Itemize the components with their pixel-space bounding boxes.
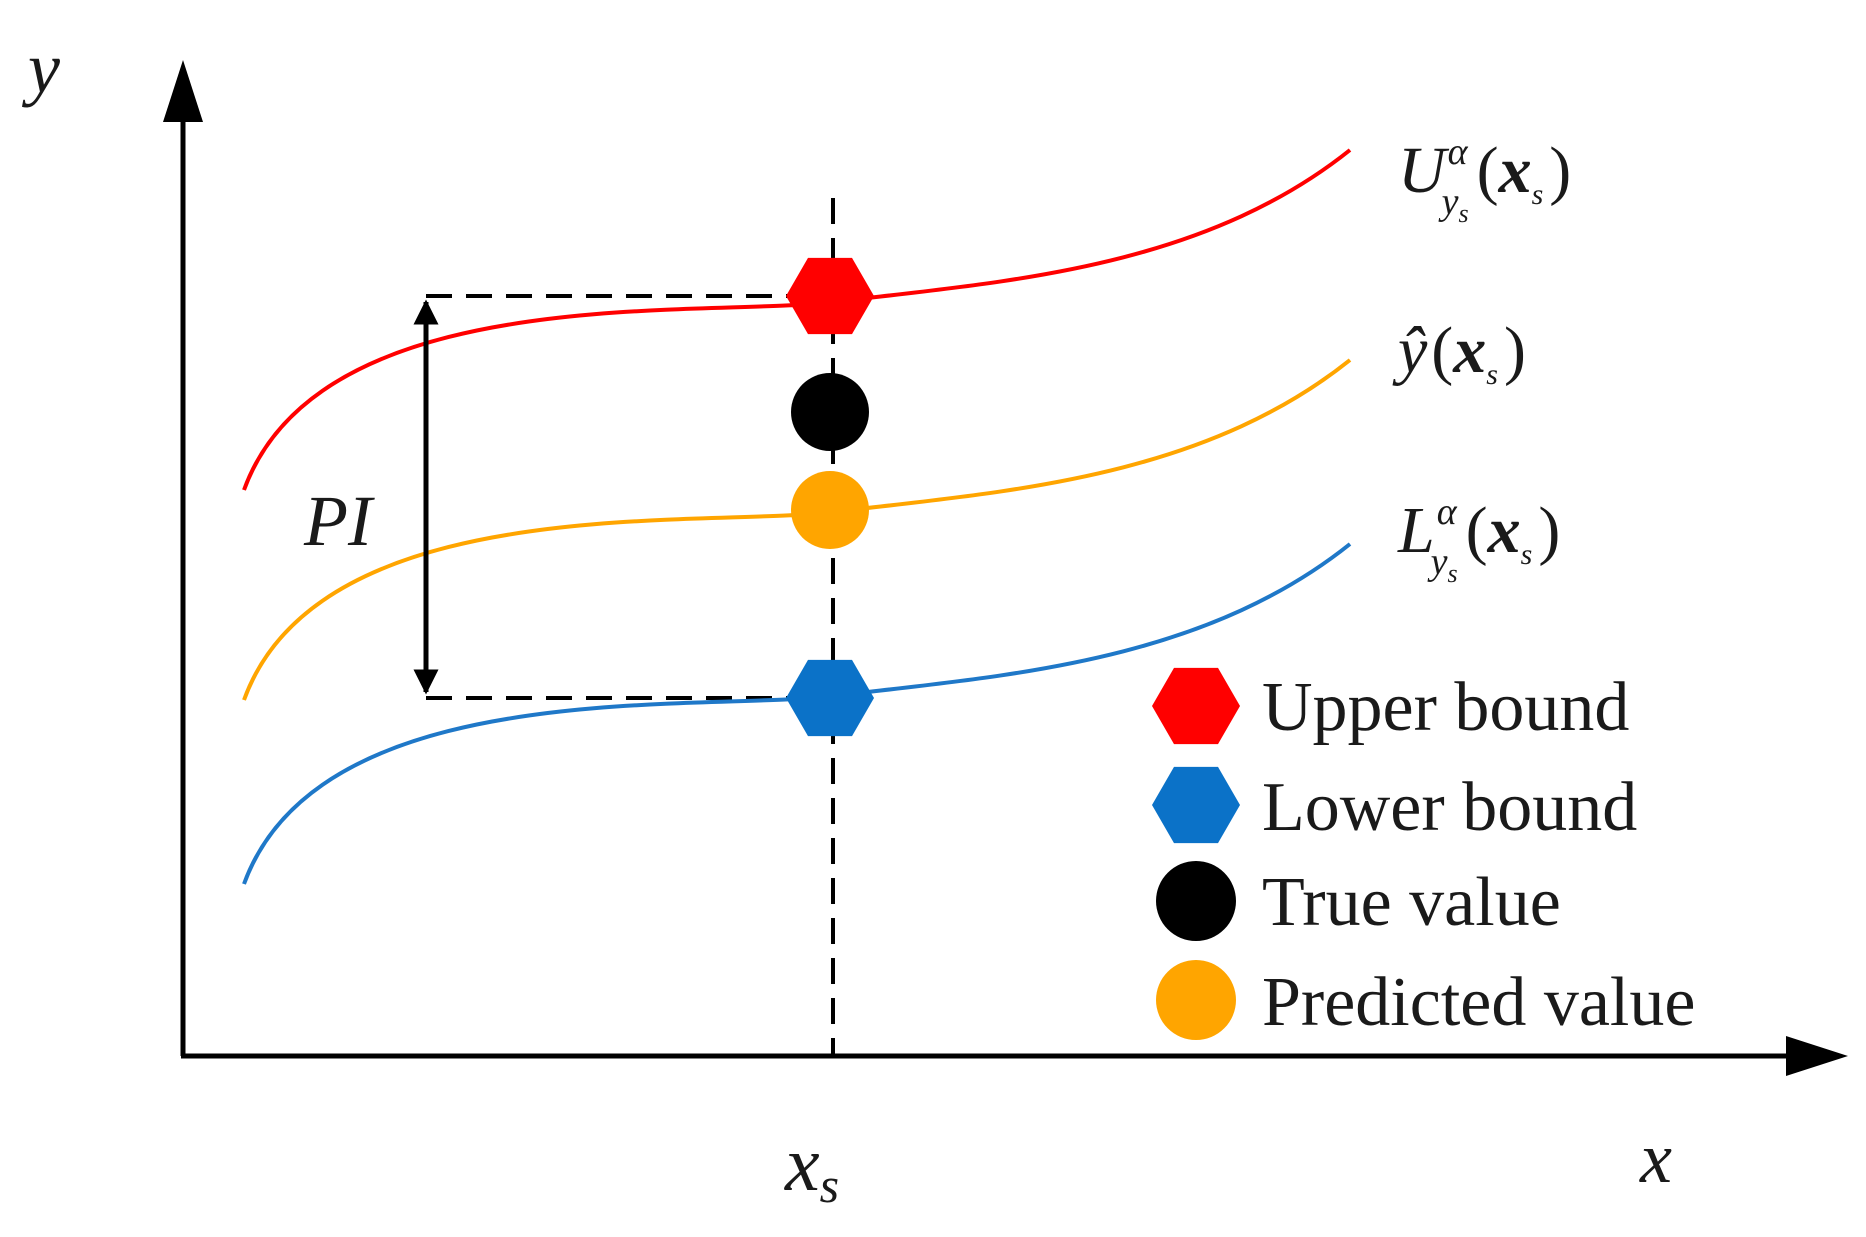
y-axis-label: y: [21, 28, 60, 108]
upper-bound-marker: [786, 257, 874, 335]
legend-true-value-swatch: [1156, 861, 1236, 941]
y-axis-arrowhead: [163, 60, 203, 122]
x-tick-subscript: s: [820, 1157, 839, 1213]
upper-bound-curve-label: Uα ys(xs): [1398, 131, 1571, 228]
legend-predicted-value-swatch: [1156, 960, 1236, 1040]
lower-bound-marker: [786, 659, 874, 737]
legend-lower-bound-swatch: [1152, 766, 1240, 844]
upper-bound-curve: [242, 148, 1352, 491]
markers-at-xs: [786, 257, 874, 737]
prediction-interval-label: PI: [303, 481, 375, 561]
legend-true-value-label: True value: [1262, 864, 1561, 941]
true-value-marker: [791, 373, 869, 451]
legend-upper-bound-label: Upper bound: [1262, 669, 1629, 746]
lower-bound-curve-label: Lα ys(xs): [1397, 491, 1560, 588]
legend-predicted-value-label: Predicted value: [1262, 964, 1695, 1041]
axes: [163, 60, 1848, 1076]
legend-upper-bound-swatch: [1152, 667, 1240, 745]
x-tick-label: xs: [784, 1120, 839, 1213]
legend: Upper bound Lower bound True value Predi…: [1152, 667, 1695, 1041]
predicted-value-marker: [791, 471, 869, 549]
dashed-guides: [426, 198, 835, 1058]
x-axis-label: x: [1639, 1118, 1672, 1198]
x-axis-arrowhead: [1786, 1036, 1848, 1076]
legend-lower-bound-label: Lower bound: [1262, 769, 1637, 846]
predicted-curve-label: ŷ(xs): [1392, 314, 1526, 391]
